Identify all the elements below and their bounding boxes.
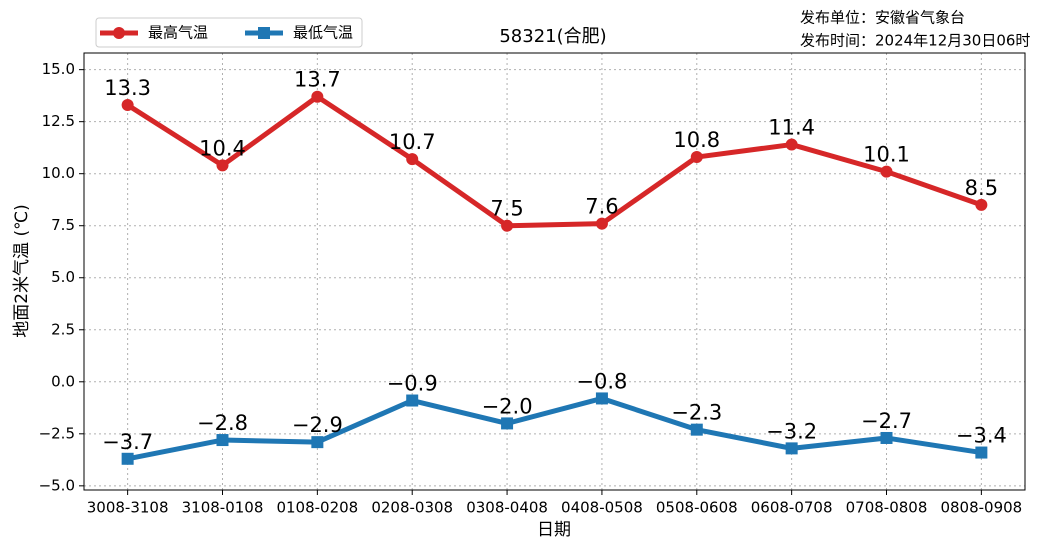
data-label: 7.6 [585,195,618,219]
series-line [127,395,982,462]
data-point [785,138,798,151]
data-label: −2.3 [671,401,722,425]
x-tick-label: 0608-0708 [751,499,833,517]
data-point [121,99,134,112]
y-tick-label: 12.5 [42,112,75,130]
data-point [216,434,229,447]
y-axis-label: 地面2米气温 (℃) [12,204,32,338]
data-point [880,165,893,178]
y-tick-label: −5.0 [39,476,75,494]
legend-label: 最高气温 [148,24,208,42]
data-label: −3.7 [102,430,153,454]
y-tick-label: −2.5 [39,424,75,442]
y-tick-label: 7.5 [51,216,75,234]
data-point [216,159,229,172]
data-point [690,423,703,436]
x-tick-label: 3108-0108 [182,499,264,517]
legend-box [95,17,363,48]
data-label: 10.4 [199,136,246,160]
data-point [975,446,988,459]
data-point [121,452,134,465]
x-tick-label: 0508-0608 [656,499,738,517]
legend-marker [113,27,125,39]
y-tick-label: 15.0 [42,60,75,78]
data-label: −0.8 [576,369,627,393]
data-label: 13.3 [104,76,151,100]
x-tick-label: 0808-0908 [940,499,1022,517]
plot-frame [83,52,1026,491]
data-label: 13.7 [294,68,341,92]
data-point [595,217,608,230]
data-label: 7.5 [490,197,523,221]
legend-label: 最低气温 [293,24,353,42]
x-tick-label: 0708-0808 [846,499,928,517]
x-tick-label: 0108-0208 [276,499,358,517]
x-axis-label: 日期 [537,520,571,540]
data-point [406,153,419,166]
data-point [690,151,703,164]
x-tick-label: 0408-0508 [561,499,643,517]
x-tick-label: 3008-3108 [87,499,169,517]
data-point [311,436,324,449]
data-label: −0.9 [387,372,438,396]
data-label: 10.7 [389,130,436,154]
data-label: 10.1 [863,143,910,167]
data-point [406,394,419,407]
y-tick-label: 0.0 [51,372,75,390]
y-tick-label: 2.5 [51,320,75,338]
series-line [126,94,983,229]
publisher: 发布单位：安徽省气象台 [800,9,965,27]
data-label: −3.4 [956,424,1007,448]
data-point [311,90,324,103]
issue-time: 发布时间：2024年12月30日06时 [800,32,1030,50]
data-point [595,392,608,405]
data-label: −3.2 [766,419,817,443]
data-label: −2.0 [482,394,533,418]
y-tick-label: 10.0 [42,164,75,182]
data-label: 8.5 [965,176,998,200]
data-label: 11.4 [768,116,815,140]
data-label: 10.8 [673,128,720,152]
data-label: −2.9 [292,413,343,437]
data-point [501,417,514,430]
legend-marker [258,27,270,39]
x-tick-label: 0308-0408 [466,499,548,517]
data-label: −2.7 [861,409,912,433]
x-tick-label: 0208-0308 [371,499,453,517]
data-point [880,431,893,444]
data-point [975,198,988,211]
data-point [785,442,798,455]
chart-title: 58321(合肥) [499,26,606,47]
data-point [501,219,514,232]
data-label: −2.8 [197,411,248,435]
y-tick-label: 5.0 [51,268,75,286]
